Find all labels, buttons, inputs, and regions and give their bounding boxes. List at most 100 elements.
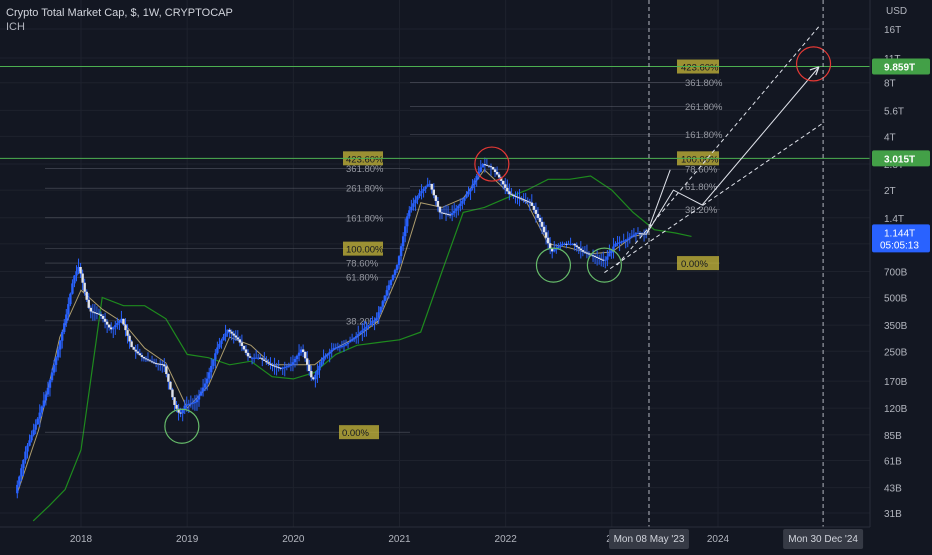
candle-body <box>571 243 574 245</box>
candle-body <box>220 340 223 344</box>
candle-body <box>185 404 188 406</box>
y-tick-label: 16T <box>884 25 901 36</box>
candle-body <box>291 362 295 365</box>
indicator-label[interactable]: ICH <box>6 21 25 33</box>
candle-body <box>275 366 278 368</box>
candle-body <box>606 256 609 260</box>
candle-body <box>328 351 331 354</box>
candle-body <box>30 435 33 441</box>
candle-body <box>114 325 117 328</box>
candle-body <box>373 320 376 322</box>
candle-body <box>618 242 621 244</box>
candle-body <box>144 358 148 360</box>
candle-body <box>361 330 364 333</box>
candle-body <box>422 188 425 192</box>
candle-body <box>210 365 213 373</box>
candle-body <box>69 293 72 305</box>
y-tick-label: 43B <box>884 484 902 495</box>
candle-body <box>77 266 80 272</box>
candle-body <box>283 367 286 369</box>
candle-body <box>326 353 329 356</box>
candle-body <box>295 355 299 360</box>
level-tag-label: 3.015T <box>884 154 915 165</box>
x-tick-label: 2022 <box>495 534 518 545</box>
candle-body <box>426 184 429 187</box>
x-tick-label: 2020 <box>282 534 305 545</box>
candle-body <box>216 347 219 354</box>
candle-body <box>548 243 552 249</box>
candle-body <box>259 357 262 359</box>
x-tick-label: 2024 <box>707 534 730 545</box>
level-tag <box>872 150 930 167</box>
candle-body <box>122 318 125 325</box>
candle-body <box>371 321 374 324</box>
candle-body <box>367 325 370 327</box>
y-tick-label: 2T <box>884 186 896 197</box>
candle-body <box>467 191 470 195</box>
candle-body <box>261 358 264 360</box>
candle-body <box>502 180 505 185</box>
candle-body <box>167 374 170 382</box>
candle-body <box>338 346 342 348</box>
candle-body <box>71 283 74 294</box>
candle-body <box>93 312 97 314</box>
axis-currency-label: USD <box>886 6 907 17</box>
candle-body <box>622 240 625 242</box>
candle-body <box>301 349 305 353</box>
candle-body <box>224 333 227 337</box>
candle-body <box>118 320 121 324</box>
y-tick-label: 61B <box>884 457 902 468</box>
candle-body <box>524 199 527 201</box>
candle-body <box>16 484 19 494</box>
candle-body <box>20 468 23 477</box>
candle-body <box>18 476 21 485</box>
candle-body <box>159 363 162 365</box>
candle-body <box>555 248 558 250</box>
candle-body <box>346 342 350 345</box>
candle-body <box>626 238 629 241</box>
candle-body <box>150 361 154 363</box>
candle-body <box>234 335 237 338</box>
candle-body <box>303 352 307 359</box>
candle-body <box>165 366 168 375</box>
candle-body <box>112 327 115 330</box>
candle-body <box>363 328 366 331</box>
candle-body <box>124 324 127 331</box>
candle-body <box>585 252 589 254</box>
candle-body <box>265 360 268 363</box>
candle-body <box>267 362 270 364</box>
candle-body <box>44 394 48 401</box>
candle-body <box>389 280 393 286</box>
candle-body <box>377 312 380 318</box>
candle-body <box>553 249 556 252</box>
candle-body <box>61 331 64 341</box>
candle-body <box>228 329 231 332</box>
symbol-title[interactable]: Crypto Total Market Cap, $, 1W, CRYPTOCA… <box>6 7 233 19</box>
price-axis-bg <box>870 0 932 550</box>
candle-body <box>171 389 174 398</box>
candle-body <box>575 245 578 247</box>
fib1-label: 38.20% <box>346 316 379 327</box>
candle-body <box>146 359 150 361</box>
candle-body <box>22 459 25 469</box>
channel-upper <box>616 26 820 266</box>
candle-body <box>46 387 50 395</box>
candle-body <box>630 235 634 238</box>
candle-body <box>516 196 519 198</box>
candle-body <box>101 315 105 319</box>
time-marker-label: Mon 08 May '23 <box>614 534 685 545</box>
candle-body <box>134 349 137 352</box>
candle-body <box>434 195 438 202</box>
level-tag <box>872 58 930 75</box>
candle-body <box>595 256 599 258</box>
candle-body <box>226 329 229 334</box>
y-tick-label: 8T <box>884 79 896 90</box>
candle-body <box>551 248 554 252</box>
candle-body <box>489 166 493 168</box>
candle-body <box>191 402 195 404</box>
candle-body <box>81 273 84 283</box>
